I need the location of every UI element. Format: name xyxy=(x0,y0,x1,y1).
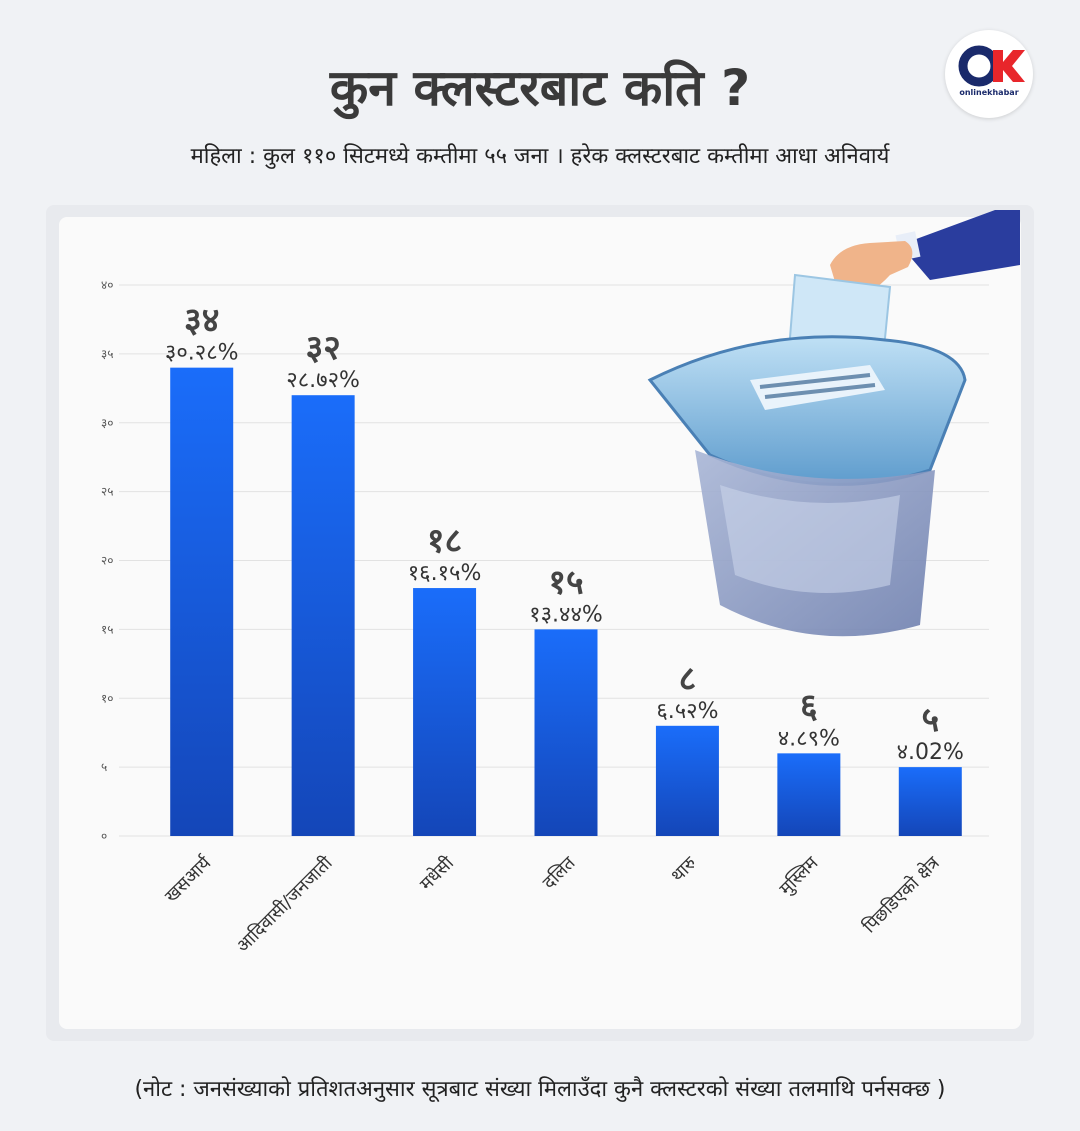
bar xyxy=(777,753,841,836)
bar-percent-label: २८.७२% xyxy=(286,368,360,393)
page-title: कुन क्लस्टरबाट कति ? xyxy=(329,59,751,117)
category-label: खसआर्य xyxy=(160,851,216,907)
bar-value-label: ६ xyxy=(800,686,818,726)
ballot-box-icon xyxy=(647,210,1020,637)
y-tick-label: ० xyxy=(101,829,107,843)
bar xyxy=(655,725,719,836)
y-tick-label: ४० xyxy=(101,278,113,292)
category-label: मधेसी xyxy=(415,852,458,895)
logo-mark-icon xyxy=(958,45,1025,87)
bar-percent-label: १६.१५% xyxy=(408,561,482,586)
bar-percent-label: ४.02% xyxy=(897,740,964,765)
category-label: आदिवासी/जनजाती xyxy=(232,852,337,957)
y-tick-label: ३० xyxy=(101,416,113,430)
y-tick-label: ३५ xyxy=(101,347,113,361)
category-label: थारु xyxy=(667,853,701,887)
category-label: मुस्लिम xyxy=(775,851,824,900)
bar xyxy=(291,395,355,836)
bar-percent-label: ६.५२% xyxy=(656,699,718,724)
bar-percent-label: ४.८९% xyxy=(778,726,840,751)
bar-value-label: १८ xyxy=(427,521,462,561)
bar-value-label: ३२ xyxy=(305,328,340,368)
bar-percent-label: ३०.२८% xyxy=(165,341,239,366)
bar xyxy=(413,588,477,836)
bar-value-label: ५ xyxy=(921,700,939,740)
category-label: पिछडिएको क्षेत्र xyxy=(858,851,944,937)
y-tick-label: १० xyxy=(101,691,113,705)
onlinekhabar-logo[interactable]: onlinekhabar xyxy=(945,30,1033,118)
logo-text: onlinekhabar xyxy=(959,88,1019,97)
bar xyxy=(534,629,598,836)
y-tick-label: २५ xyxy=(101,485,113,499)
page-subtitle: महिला : कुल ११० सिटमध्ये कम्तीमा ५५ जना … xyxy=(190,144,890,169)
bar xyxy=(170,367,234,836)
bar-value-label: ८ xyxy=(679,659,697,699)
bar-value-label: १५ xyxy=(548,562,583,602)
y-tick-label: १५ xyxy=(101,622,113,636)
bar-percent-label: १३.४४% xyxy=(529,602,603,627)
category-label: दलित xyxy=(538,851,580,893)
bar-value-label: ३४ xyxy=(184,301,219,341)
footnote: (नोट : जनसंख्याको प्रतिशतअनुसार सूत्रबाट… xyxy=(134,1077,946,1102)
y-tick-label: २० xyxy=(101,554,113,568)
bar xyxy=(898,767,962,836)
y-tick-label: ५ xyxy=(101,760,107,774)
